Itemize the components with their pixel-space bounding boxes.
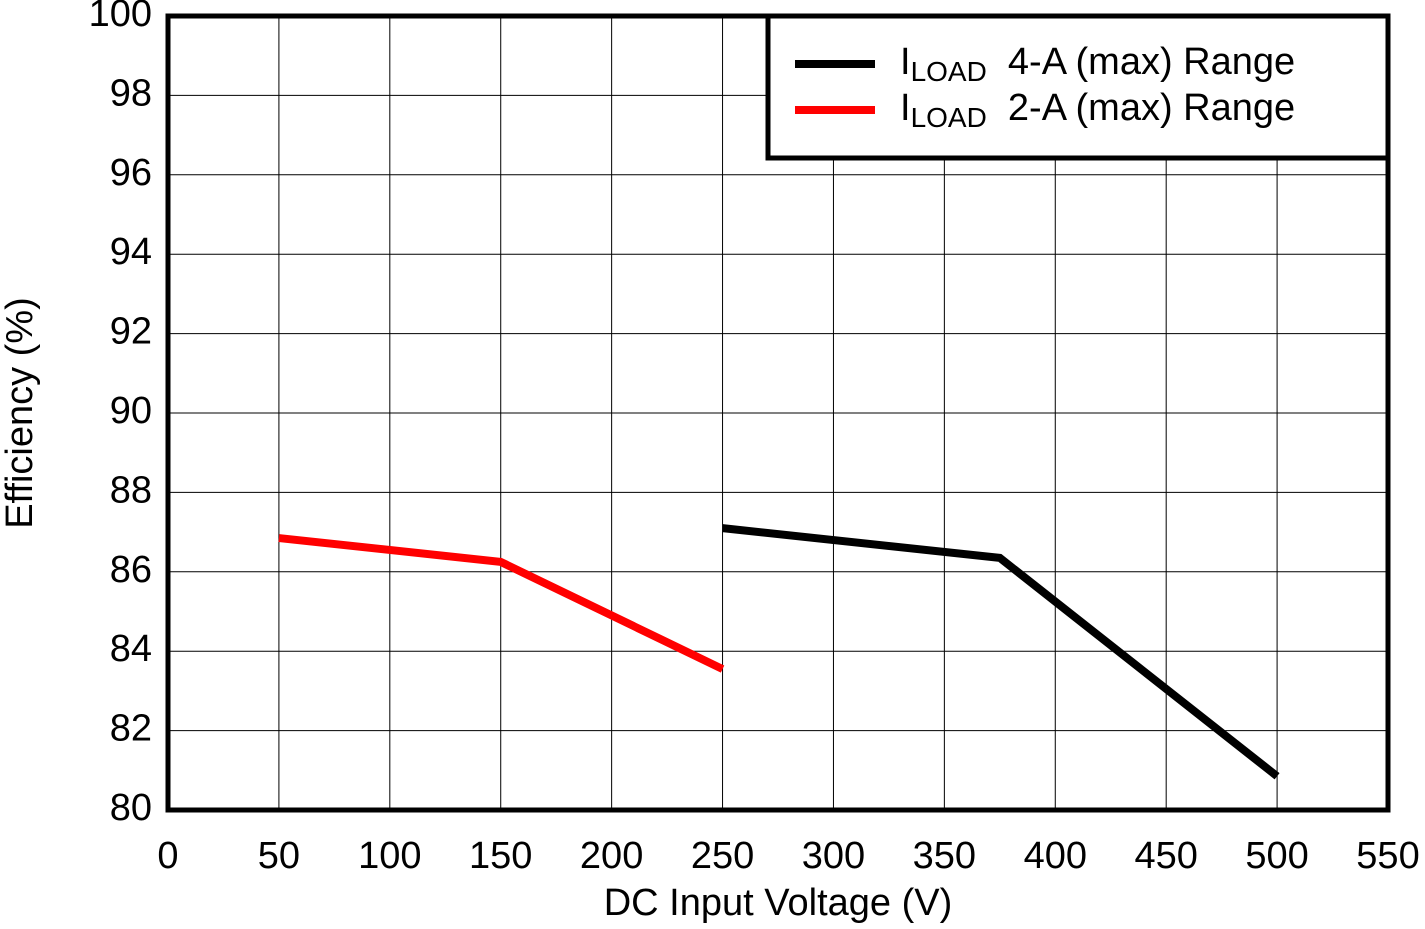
y-tick-label: 100 [89,0,152,35]
y-tick-label: 88 [110,469,152,511]
y-tick-label: 86 [110,549,152,591]
x-axis-label: DC Input Voltage (V) [604,882,953,924]
legend-label: ILOAD 2-A (max) Range [900,87,1295,133]
x-tick-label: 150 [469,835,532,877]
x-tick-label: 0 [157,835,178,877]
x-tick-label: 450 [1134,835,1197,877]
x-tick-label: 100 [358,835,421,877]
y-tick-label: 80 [110,787,152,829]
x-tick-label: 400 [1024,835,1087,877]
y-tick-label: 96 [110,152,152,194]
y-tick-label: 84 [110,628,152,670]
legend-box [765,13,1391,161]
x-tick-label: 50 [258,835,300,877]
legend-label: ILOAD 4-A (max) Range [900,41,1295,87]
x-tick-label: 200 [580,835,643,877]
x-tick-label: 300 [802,835,865,877]
x-tick-label: 250 [691,835,754,877]
y-axis-label: Efficiency (%) [0,297,41,529]
x-tick-label: 500 [1245,835,1308,877]
y-tick-label: 82 [110,708,152,750]
y-tick-label: 90 [110,390,152,432]
x-tick-label: 550 [1356,835,1419,877]
y-tick-label: 92 [110,311,152,353]
data-line [278,534,725,673]
y-tick-label: 98 [110,72,152,114]
x-tick-label: 350 [913,835,976,877]
data-line [722,524,1280,780]
y-tick-label: 94 [110,231,152,273]
